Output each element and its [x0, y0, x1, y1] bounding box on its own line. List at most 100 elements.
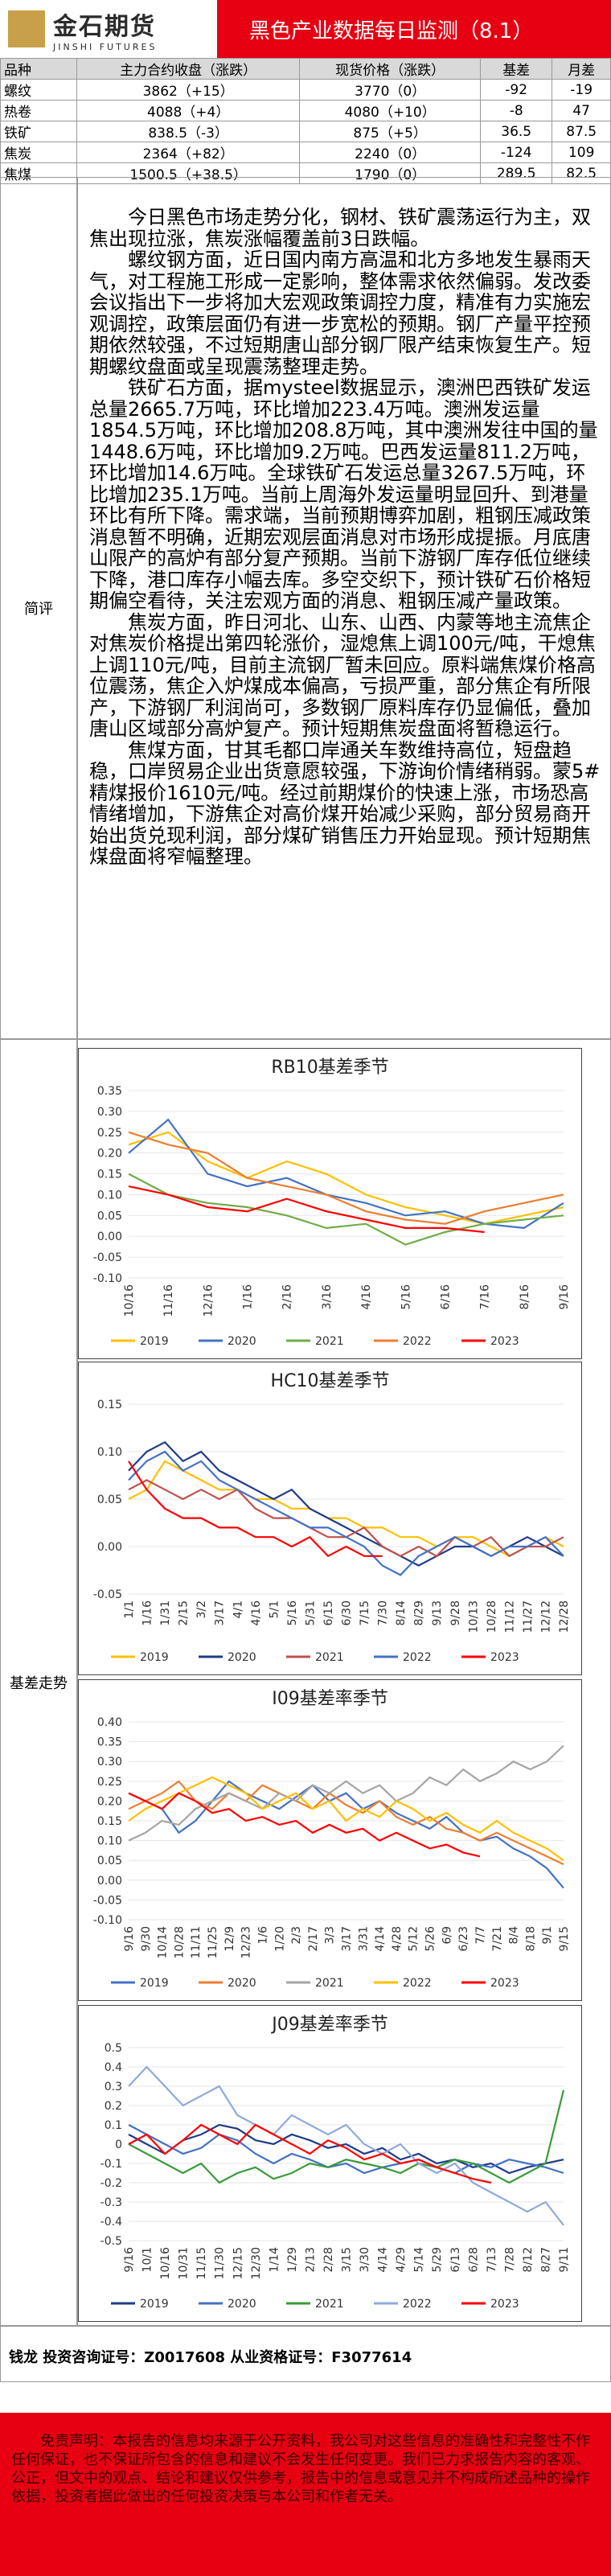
header-cell: 主力合约收盘（涨跌）: [76, 58, 301, 80]
y-tick-label: 0.05: [97, 1210, 122, 1222]
review-text: 今日黑色市场走势分化，钢材、铁矿震荡运行为主，双焦出现拉涨，焦炭涨幅覆盖前3日跌…: [77, 177, 611, 1039]
x-tick-label: 1/14: [268, 2247, 281, 2273]
x-tick-label: 12/28: [558, 1600, 571, 1633]
review-paragraph: 焦煤方面，甘其毛都口岸通关车数维持高位，短盘趋稳，口岸贸易企业出货意愿较强，下游…: [89, 738, 601, 868]
review-paragraph: 焦炭方面，昨日河北、山东、山西、内蒙等地主流焦企对焦炭价格提出第四轮涨价，湿熄焦…: [89, 610, 596, 740]
x-tick-label: 4/28: [391, 1926, 404, 1951]
x-tick-label: 1/31: [159, 1600, 172, 1625]
y-tick-label: 0.35: [97, 1736, 122, 1749]
y-tick-label: 0.15: [97, 1399, 122, 1411]
legend-label: 2022: [403, 1335, 432, 1348]
x-tick-label: 9/15: [558, 1926, 571, 1951]
y-tick-label: 0.15: [97, 1815, 122, 1828]
chart-svg: RB10基差季节 -0.10 -0.05 0.00 0.05 0.10 0.15 0.20 0.…: [93, 1058, 571, 1348]
y-tick-label: -0.10: [93, 1272, 122, 1285]
chart-svg: I09基差率季节 -0.10 -0.05 0.00 0.05 0.10 0.15 0.20 0.…: [93, 1689, 571, 1990]
x-tick-label: 2/17: [307, 1926, 320, 1951]
x-tick-label: 11/30: [214, 2247, 227, 2279]
series-line: [128, 2123, 492, 2184]
table-header: 品种 主力合约收盘（涨跌） 现货价格（涨跌） 基差 月差: [0, 58, 611, 80]
series-line: [128, 1780, 564, 1889]
series-line: [128, 2065, 564, 2226]
table-cell: 47: [552, 100, 611, 121]
x-tick-label: 5/12: [408, 1926, 420, 1951]
x-tick-label: 3/2: [195, 1600, 208, 1619]
y-tick-label: 0.40: [97, 1716, 122, 1729]
y-tick-label: -0.1: [100, 2158, 122, 2171]
table-cell: 2240（0）: [299, 142, 482, 163]
chart: J09基差率季节 -0.5 -0.4 -0.3 -0.2 -0.1 0 0.1 0.2 0.3 0.…: [78, 2005, 582, 2322]
x-tick-label: 2/28: [322, 2247, 335, 2272]
x-tick-label: 11/25: [207, 1926, 219, 1958]
y-tick-label: 0.35: [97, 1085, 122, 1098]
x-tick-label: 8/14: [395, 1600, 408, 1626]
x-tick-label: 7/30: [377, 1600, 390, 1625]
legend-label: 2019: [140, 2298, 169, 2311]
y-tick-label: 0.25: [97, 1127, 122, 1140]
x-tick-label: 8/4: [508, 1926, 521, 1945]
review-paragraph: 铁矿石方面，据mysteel数据显示，澳洲巴西铁矿发运总量2665.7万吨，环比…: [89, 376, 598, 612]
y-tick-label: 0.3: [105, 2081, 122, 2093]
x-tick-label: 4/16: [360, 1284, 373, 1310]
y-tick-label: 0.15: [97, 1169, 122, 1181]
x-tick-label: 6/13: [449, 2247, 462, 2272]
table-row: 焦煤 1500.5（+38.5） 1790（0） 289.5 82.5: [0, 162, 611, 184]
y-tick-label: 0.00: [97, 1875, 122, 1888]
table-cell: -19: [552, 79, 611, 101]
legend-label: 2022: [403, 1977, 432, 1990]
x-tick-label: 3/16: [321, 1284, 334, 1310]
y-tick-label: 0.1: [105, 2119, 122, 2132]
logo: 金石期货 JINSHI FUTURES: [0, 0, 217, 58]
x-tick-label: 6/9: [441, 1926, 453, 1945]
y-tick-label: 0.25: [97, 1776, 122, 1789]
y-tick-label: -0.05: [93, 1251, 122, 1264]
y-tick-label: -0.4: [100, 2216, 122, 2229]
chart-title: I09基差率季节: [272, 1689, 388, 1709]
series-line: [128, 2089, 565, 2184]
table-cell: 铁矿: [0, 121, 77, 142]
series-line: [128, 1131, 564, 1225]
x-tick-label: 6/16: [439, 1284, 452, 1310]
y-tick-label: -0.2: [100, 2177, 122, 2190]
legend-label: 2023: [490, 1651, 519, 1664]
x-tick-label: 4/29: [395, 2247, 408, 2272]
legend-label: 2019: [140, 1977, 169, 1990]
x-tick-label: 1/16: [242, 1284, 255, 1310]
table-cell: 87.5: [552, 121, 611, 142]
chart: HC10基差季节 -0.05 0.00 0.05 0.10 0.15 1/1 1/16 1/31…: [78, 1362, 582, 1675]
table-cell: 2364（+82）: [76, 142, 301, 163]
table-cell: 3770（0）: [299, 79, 482, 101]
logo-cn: 金石期货: [53, 12, 156, 41]
x-tick-label: 10/13: [467, 1600, 480, 1633]
x-tick-label: 9/16: [123, 1926, 136, 1952]
table-cell: 热卷: [0, 100, 77, 121]
legend-label: 2020: [228, 1977, 256, 1990]
header-cell: 月差: [552, 58, 611, 80]
series-line: [128, 1780, 564, 1866]
x-tick-label: 9/16: [558, 1284, 571, 1310]
logo-icon: [8, 10, 45, 47]
x-tick-label: 3/15: [341, 2247, 354, 2272]
logo-en: JINSHI FUTURES: [53, 41, 158, 52]
y-tick-label: -0.05: [93, 1588, 122, 1601]
x-tick-label: 10/31: [178, 2247, 191, 2279]
y-tick-label: 0.10: [97, 1446, 122, 1459]
table-cell: -92: [480, 79, 553, 101]
legend-label: 2020: [228, 1651, 256, 1664]
y-tick-label: 0.00: [97, 1230, 122, 1243]
x-tick-label: 7/28: [503, 2247, 516, 2272]
x-tick-label: 12/9: [223, 1926, 236, 1951]
report-title: 黑色产业数据每日监测（8.1）: [217, 0, 611, 58]
x-tick-label: 4/14: [377, 2247, 390, 2273]
y-tick-label: 0.5: [105, 2042, 122, 2055]
table-cell: 1500.5（+38.5）: [76, 162, 301, 184]
x-tick-label: 11/11: [190, 1926, 203, 1958]
x-tick-label: 7/15: [359, 1600, 371, 1625]
table-cell: 109: [552, 142, 611, 163]
table-cell: 875（+5）: [299, 121, 482, 142]
legend-label: 2019: [140, 1335, 169, 1348]
x-tick-label: 10/28: [486, 1600, 498, 1633]
y-tick-label: -0.5: [100, 2235, 122, 2248]
x-tick-label: 1/29: [286, 2247, 299, 2272]
